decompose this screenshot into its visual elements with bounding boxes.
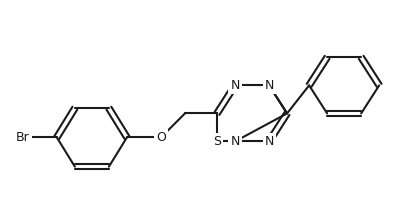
- Text: N: N: [264, 79, 273, 92]
- Text: S: S: [213, 135, 221, 148]
- Text: N: N: [264, 135, 273, 148]
- Text: Br: Br: [16, 131, 30, 144]
- Text: O: O: [156, 131, 166, 144]
- Text: N: N: [230, 135, 239, 148]
- Text: N: N: [230, 79, 239, 92]
